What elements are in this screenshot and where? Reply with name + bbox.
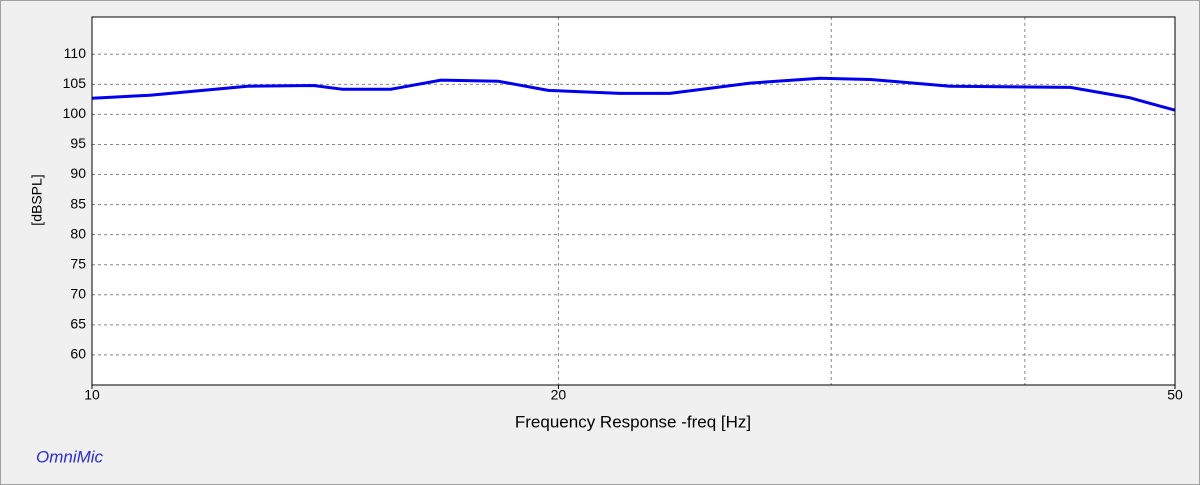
y-tick-label: 65 [70, 316, 86, 332]
y-tick-label: 100 [63, 105, 87, 121]
y-tick-label: 85 [70, 195, 86, 211]
y-tick-label: 90 [70, 165, 86, 181]
x-tick-label: 10 [84, 387, 100, 403]
x-tick-label: 20 [551, 387, 567, 403]
y-tick-label: 95 [70, 135, 86, 151]
x-axis-label: Frequency Response -freq [Hz] [515, 412, 751, 431]
y-tick-label: 75 [70, 255, 86, 271]
watermark: OmniMic [36, 447, 104, 466]
data-line [91, 76, 1176, 112]
y-axis-label: [dBSPL] [29, 174, 45, 225]
plot-area [92, 17, 1175, 385]
y-tick-label: 60 [70, 346, 86, 362]
y-tick-label: 110 [64, 45, 87, 61]
y-tick-label: 80 [70, 225, 86, 241]
y-tick-label: 70 [70, 286, 86, 302]
plot-border [91, 16, 1176, 386]
x-tick-label: 50 [1167, 387, 1183, 403]
y-tick-label: 105 [63, 75, 87, 91]
